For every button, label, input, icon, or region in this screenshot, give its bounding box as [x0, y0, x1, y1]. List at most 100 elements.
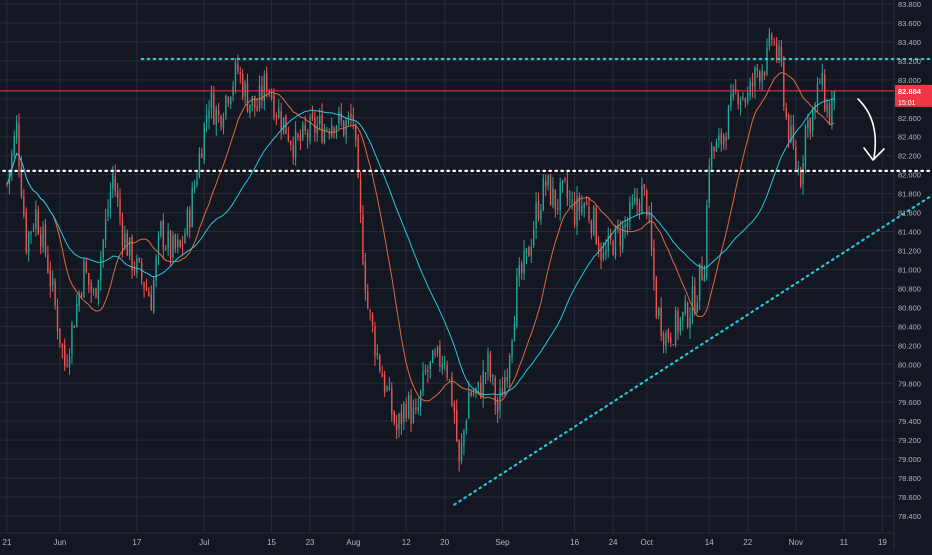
candle-body — [371, 314, 374, 326]
candle — [359, 171, 362, 224]
candle — [71, 320, 73, 364]
candle-body — [415, 407, 417, 410]
down-arrow-annotation[interactable] — [857, 98, 885, 161]
candle — [217, 102, 220, 123]
candle — [783, 55, 785, 112]
candle — [407, 391, 410, 420]
candle-body — [15, 121, 18, 139]
candle-body — [451, 376, 453, 406]
candle — [619, 220, 621, 257]
candle — [569, 190, 571, 207]
candle-body — [662, 334, 665, 345]
candle — [30, 230, 32, 244]
candle-body — [665, 332, 667, 347]
candle — [37, 205, 39, 236]
candle — [119, 188, 121, 226]
candle — [229, 96, 232, 109]
candle — [227, 95, 229, 107]
candle — [8, 170, 11, 195]
candle-body — [713, 146, 715, 152]
candle — [739, 96, 742, 116]
candle — [326, 126, 328, 132]
candle — [345, 118, 347, 144]
candle-body — [528, 246, 530, 257]
candle-body — [261, 86, 263, 101]
candle-body — [735, 89, 737, 92]
candle-body — [393, 411, 395, 424]
support-trendline[interactable] — [453, 187, 932, 506]
candle-body — [504, 377, 506, 395]
time-tick-label: 14 — [705, 538, 714, 547]
candle-body — [833, 90, 836, 102]
candle-body — [631, 202, 634, 205]
candle — [415, 398, 417, 415]
candle-body — [771, 35, 773, 40]
candle-body — [667, 330, 670, 340]
candle-body — [254, 95, 256, 108]
candle — [126, 229, 128, 256]
candle — [239, 66, 241, 84]
candle-body — [215, 108, 217, 125]
candle-body — [636, 197, 638, 205]
candle-body — [602, 253, 605, 259]
candle-body — [655, 278, 658, 318]
candle — [95, 287, 97, 299]
candle — [819, 78, 821, 84]
candle — [261, 76, 263, 109]
candle-body — [347, 115, 350, 119]
time-axis[interactable]: 21 Jun 17 Jul 15 23 Aug 12 20 Sep 16 24 Oct 14 22 Nov 11… — [3, 538, 888, 547]
candle-body — [237, 63, 239, 72]
candles — [6, 27, 836, 472]
candle-body — [145, 289, 148, 291]
candle-body — [124, 233, 126, 249]
candle-body — [410, 396, 412, 424]
candle-body — [407, 394, 410, 418]
candle-body — [710, 145, 713, 168]
candle — [85, 257, 88, 274]
candle — [169, 229, 172, 267]
candle-body — [379, 355, 381, 372]
candle-body — [201, 152, 203, 159]
candle — [588, 196, 590, 224]
candle — [775, 36, 778, 63]
candle — [523, 239, 525, 281]
candle — [525, 248, 528, 265]
candle — [167, 222, 169, 256]
candle-body — [44, 224, 47, 253]
candle-body — [571, 200, 573, 202]
candle-body — [143, 282, 145, 290]
candle-body — [545, 181, 547, 187]
candle — [549, 173, 552, 206]
candle — [241, 68, 244, 101]
candle-body — [220, 116, 222, 127]
candle-body — [648, 213, 650, 216]
candle — [18, 113, 20, 178]
candle-body — [706, 205, 708, 278]
candle — [670, 332, 672, 348]
candle — [153, 276, 155, 315]
candle — [148, 287, 150, 297]
candle — [771, 32, 773, 46]
candle — [607, 227, 609, 258]
candle — [107, 199, 109, 222]
candle-body — [174, 234, 177, 249]
candle — [648, 206, 650, 224]
candle — [172, 231, 174, 262]
candle — [614, 224, 617, 260]
candle — [371, 312, 374, 333]
candle — [456, 399, 458, 443]
candle-body — [460, 443, 463, 461]
candle — [364, 252, 367, 301]
candle-body — [482, 370, 484, 398]
candle-body — [520, 263, 523, 274]
candle — [634, 187, 636, 206]
candle-body — [73, 326, 76, 328]
price-tick-label: 83.800 — [898, 0, 921, 9]
candle-body — [246, 82, 249, 112]
candle — [196, 171, 198, 188]
current-price-label: 82.884 — [895, 84, 932, 97]
candle-body — [417, 407, 419, 412]
candle — [439, 340, 441, 373]
candle — [177, 233, 179, 254]
